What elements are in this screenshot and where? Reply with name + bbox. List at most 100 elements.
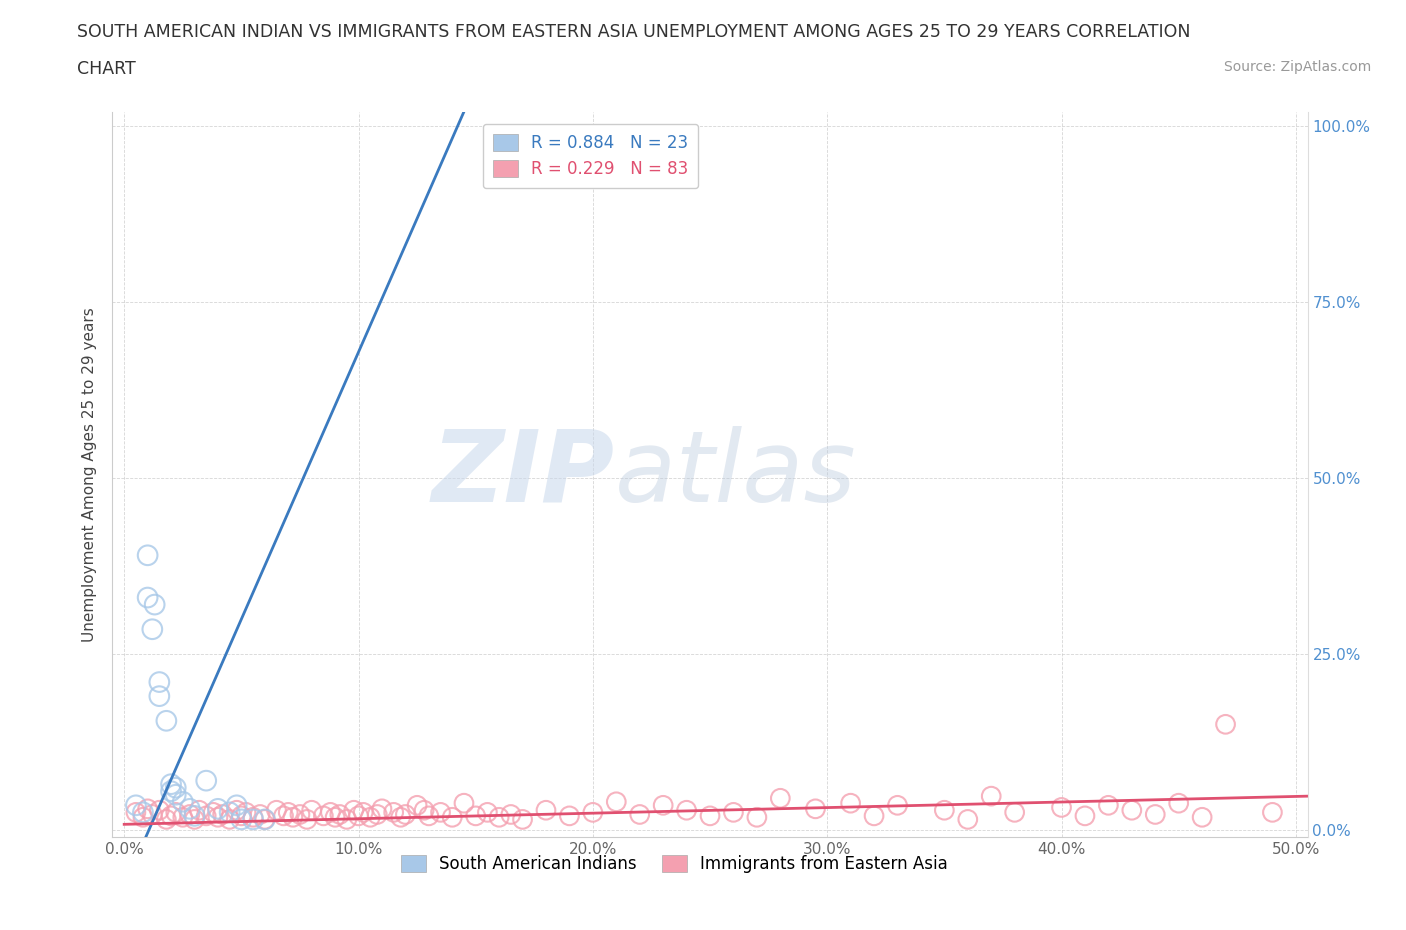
Point: [165, 788, 187, 803]
Legend: South American Indians, Immigrants from Eastern Asia: South American Indians, Immigrants from …: [394, 848, 955, 880]
Point: [143, 597, 166, 612]
Point: [242, 812, 264, 827]
Point: [160, 777, 183, 791]
Point: [141, 807, 163, 822]
Point: [558, 808, 581, 823]
Point: [202, 804, 225, 819]
Point: [413, 803, 436, 817]
Point: [769, 790, 792, 805]
Point: [195, 773, 218, 788]
Point: [132, 804, 155, 819]
Point: [155, 812, 177, 827]
Point: [218, 812, 240, 827]
Point: [323, 810, 346, 825]
Point: [253, 812, 276, 827]
Point: [188, 803, 211, 817]
Point: [394, 807, 416, 822]
Point: [225, 803, 247, 817]
Point: [366, 807, 388, 822]
Point: [329, 807, 352, 822]
Point: [512, 812, 534, 827]
Point: [980, 789, 1002, 804]
Point: [231, 808, 253, 823]
Point: [582, 804, 605, 819]
Point: [148, 689, 170, 704]
Point: [242, 810, 264, 825]
Point: [160, 808, 183, 823]
Point: [499, 807, 522, 822]
Point: [389, 810, 412, 825]
Text: ZIP: ZIP: [432, 426, 614, 523]
Point: [1261, 804, 1284, 819]
Point: [1004, 804, 1026, 819]
Point: [235, 804, 257, 819]
Point: [231, 812, 253, 827]
Point: [1097, 798, 1119, 813]
Point: [605, 794, 627, 809]
Point: [125, 798, 148, 813]
Point: [1191, 810, 1213, 825]
Point: [863, 808, 886, 823]
Point: [183, 808, 205, 823]
Point: [839, 796, 862, 811]
Point: [1144, 807, 1167, 822]
Point: [288, 807, 311, 822]
Point: [179, 807, 201, 822]
Point: [359, 810, 381, 825]
Point: [253, 812, 276, 827]
Text: Source: ZipAtlas.com: Source: ZipAtlas.com: [1223, 60, 1371, 74]
Point: [464, 808, 486, 823]
Point: [301, 803, 323, 817]
Point: [207, 802, 229, 817]
Point: [1215, 717, 1237, 732]
Point: [804, 802, 827, 817]
Point: [1167, 796, 1189, 811]
Point: [148, 803, 170, 817]
Point: [441, 810, 464, 825]
Point: [136, 802, 159, 817]
Point: [477, 804, 499, 819]
Point: [1121, 803, 1143, 817]
Point: [160, 784, 183, 799]
Text: SOUTH AMERICAN INDIAN VS IMMIGRANTS FROM EASTERN ASIA UNEMPLOYMENT AMONG AGES 25: SOUTH AMERICAN INDIAN VS IMMIGRANTS FROM…: [77, 23, 1191, 41]
Point: [723, 804, 745, 819]
Point: [148, 674, 170, 689]
Point: [141, 622, 163, 637]
Point: [699, 808, 721, 823]
Point: [652, 798, 675, 813]
Point: [183, 812, 205, 827]
Point: [136, 591, 159, 605]
Point: [429, 804, 451, 819]
Point: [319, 804, 342, 819]
Point: [281, 810, 304, 825]
Point: [266, 803, 288, 817]
Point: [453, 796, 475, 811]
Point: [628, 807, 651, 822]
Point: [745, 810, 768, 825]
Point: [934, 803, 956, 817]
Text: atlas: atlas: [614, 426, 856, 523]
Point: [347, 808, 370, 823]
Point: [675, 803, 697, 817]
Point: [1074, 808, 1097, 823]
Point: [125, 804, 148, 819]
Point: [273, 808, 295, 823]
Point: [336, 812, 359, 827]
Y-axis label: Unemployment Among Ages 25 to 29 years: Unemployment Among Ages 25 to 29 years: [82, 307, 97, 642]
Point: [488, 810, 510, 825]
Point: [172, 794, 194, 809]
Point: [207, 810, 229, 825]
Point: [172, 810, 194, 825]
Text: CHART: CHART: [77, 60, 136, 78]
Point: [211, 807, 233, 822]
Point: [136, 548, 159, 563]
Point: [295, 812, 318, 827]
Point: [956, 812, 979, 827]
Point: [534, 803, 557, 817]
Point: [195, 808, 218, 823]
Point: [132, 810, 155, 825]
Point: [382, 804, 405, 819]
Point: [1050, 800, 1073, 815]
Point: [886, 798, 908, 813]
Point: [277, 804, 299, 819]
